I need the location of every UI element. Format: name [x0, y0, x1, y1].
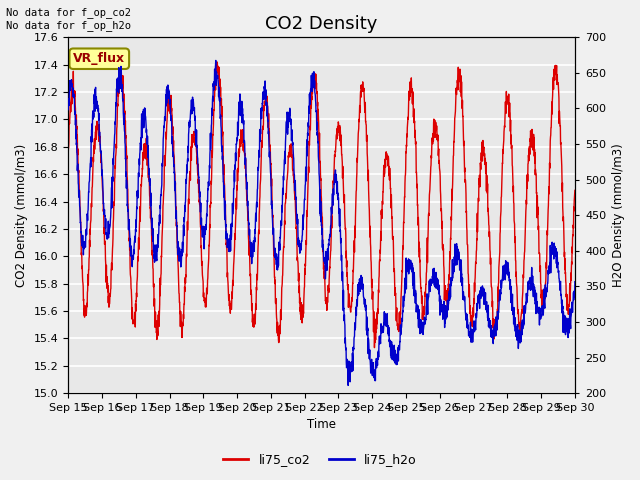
X-axis label: Time: Time — [307, 419, 336, 432]
Y-axis label: CO2 Density (mmol/m3): CO2 Density (mmol/m3) — [15, 144, 28, 287]
Title: CO2 Density: CO2 Density — [266, 15, 378, 33]
Legend: li75_co2, li75_h2o: li75_co2, li75_h2o — [218, 448, 422, 471]
Text: VR_flux: VR_flux — [73, 52, 125, 65]
Text: No data for f_op_h2o: No data for f_op_h2o — [6, 20, 131, 31]
Y-axis label: H2O Density (mmol/m3): H2O Density (mmol/m3) — [612, 144, 625, 287]
Text: No data for f_op_co2: No data for f_op_co2 — [6, 7, 131, 18]
